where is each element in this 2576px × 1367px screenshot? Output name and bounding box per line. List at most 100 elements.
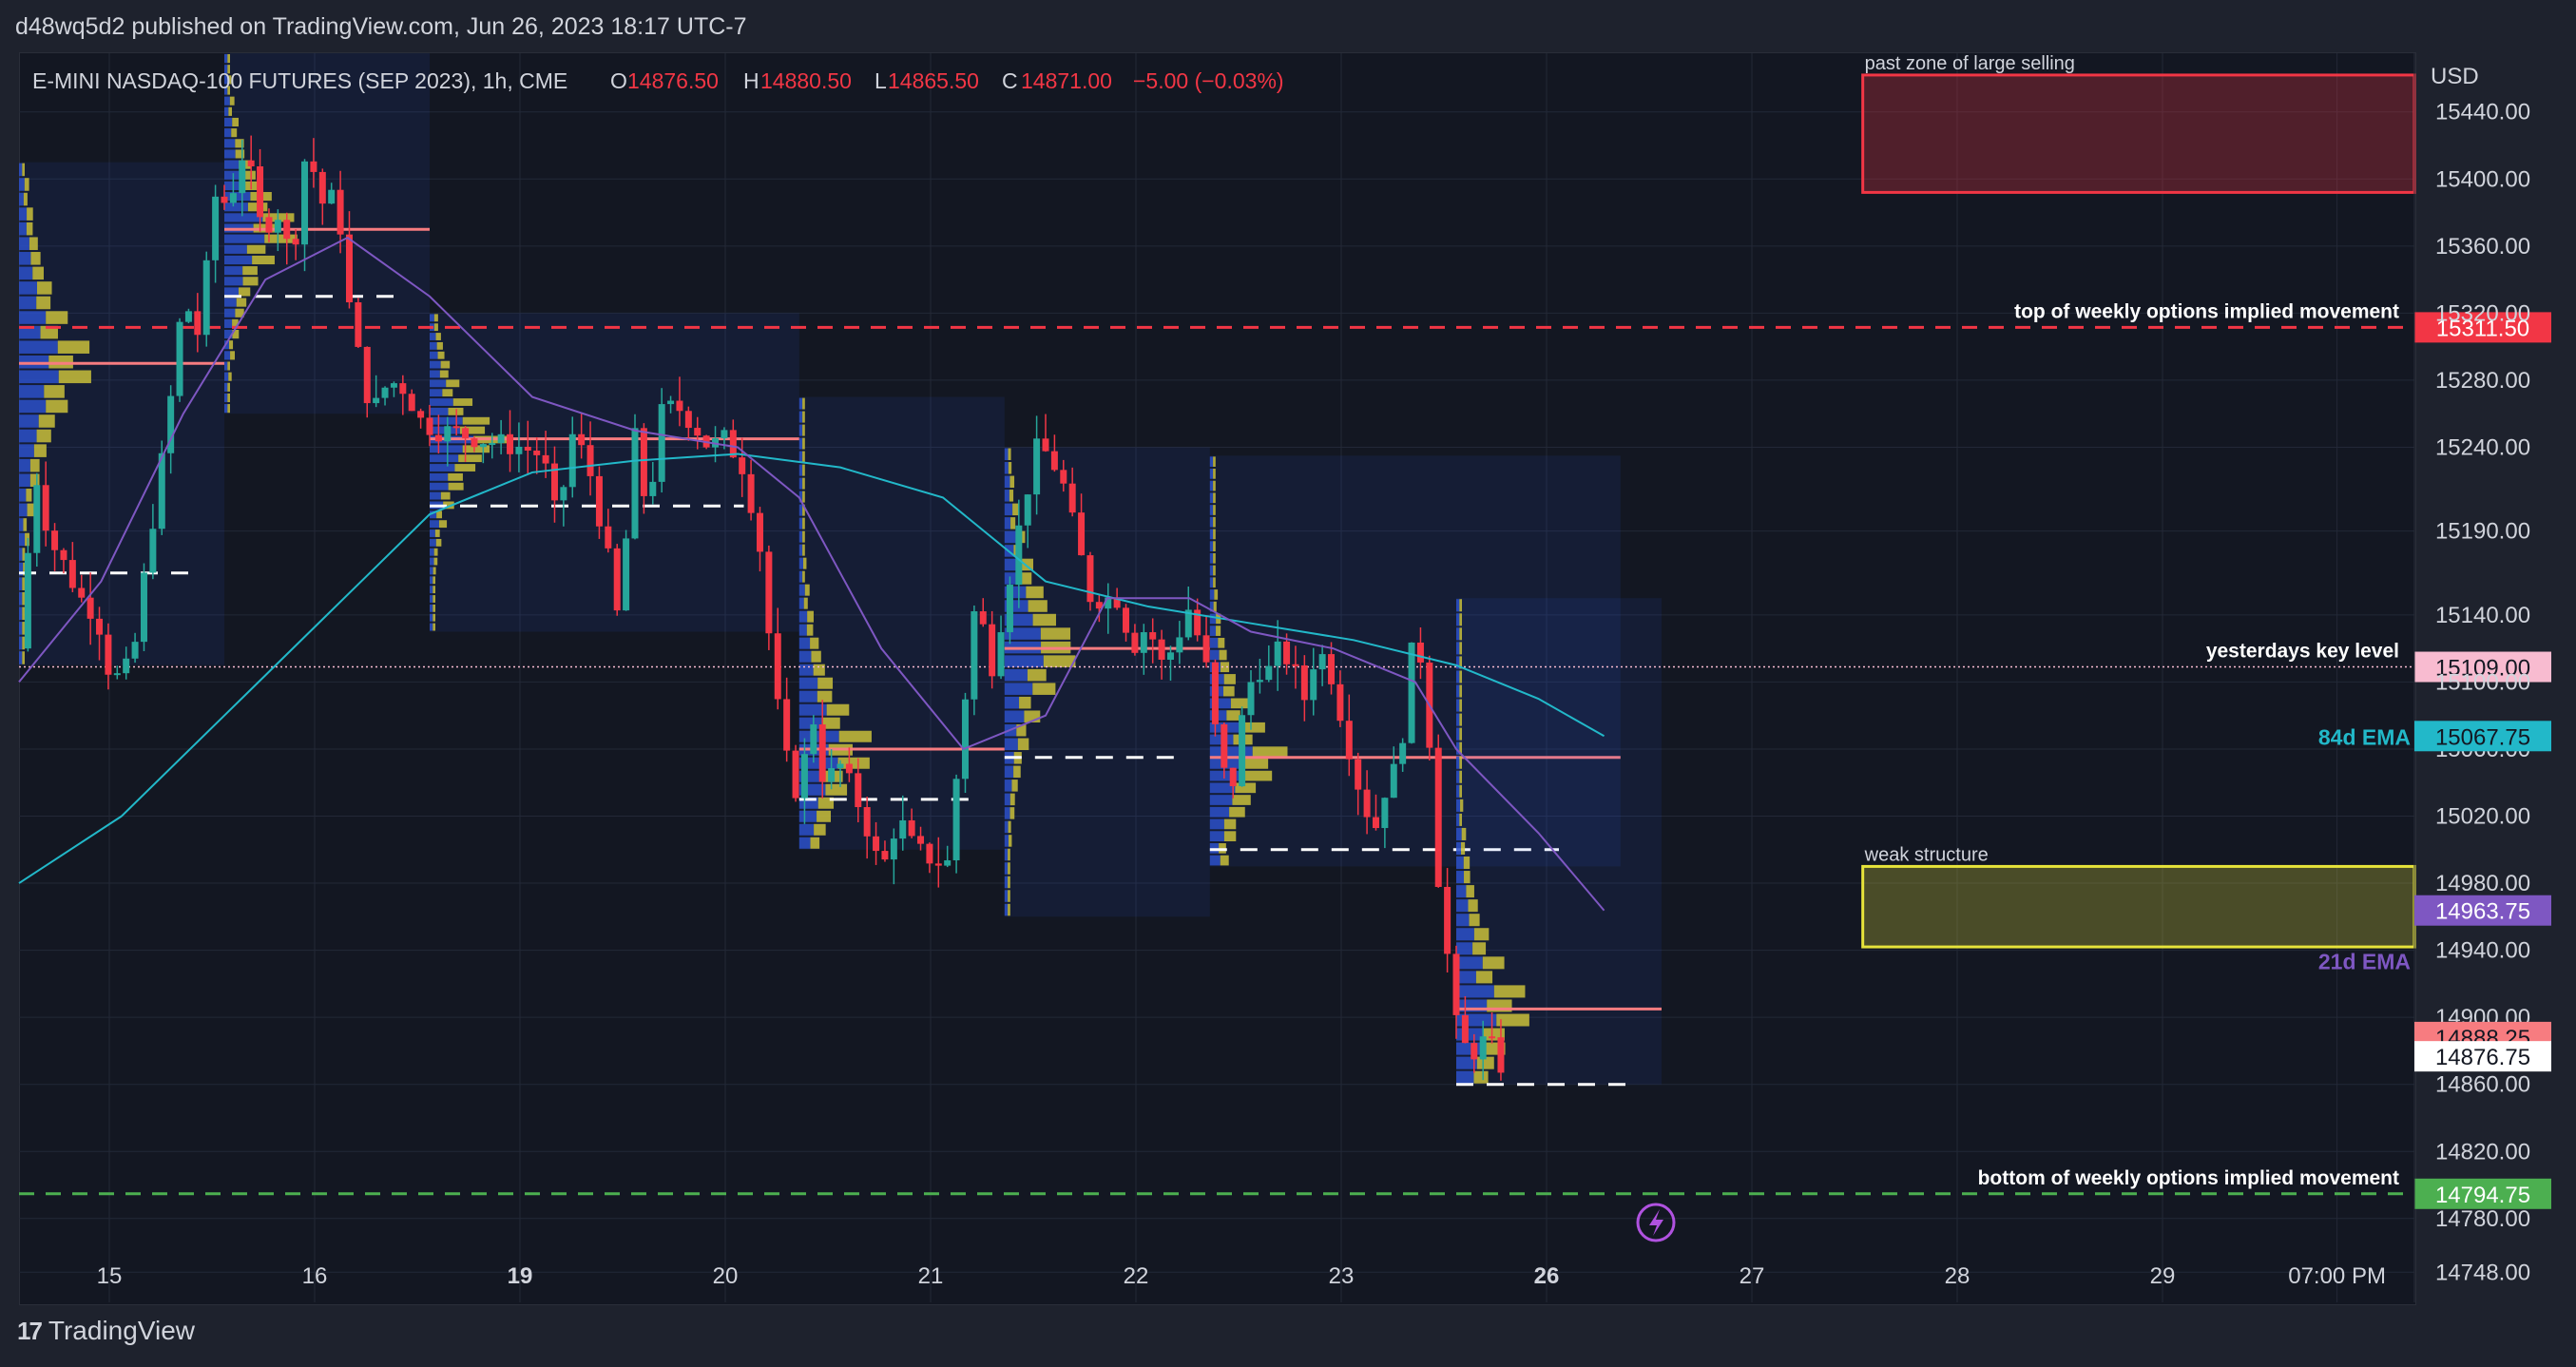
tradingview-brand-text: TradingView [48, 1316, 196, 1345]
profile-bar-down [1459, 741, 1462, 755]
price-tick-label: 14860.00 [2435, 1072, 2530, 1098]
profile-bar-down [803, 557, 807, 569]
open-value: 14876.50 [627, 68, 719, 93]
profile-bar-up [430, 360, 441, 369]
profile-bar-down [433, 314, 438, 322]
price-tag [2414, 895, 2551, 926]
profile-bar-down [241, 170, 256, 180]
profile-bar-up [1004, 503, 1013, 516]
candle-body [1068, 483, 1076, 513]
profile-bar-up [19, 489, 27, 502]
profile-bar-down [433, 548, 438, 556]
profile-bar-up [1209, 795, 1233, 805]
candle-body [863, 807, 871, 837]
profile-bar-up [19, 532, 26, 547]
level-price-text: 15311.50 [2436, 316, 2529, 341]
profile-bar-up [1004, 710, 1025, 722]
profile-bar-down [1230, 698, 1249, 709]
candle-body [452, 426, 460, 429]
level-caption: bottom of weekly options implied movemen… [1978, 1167, 2399, 1189]
profile-bar-down [433, 576, 435, 585]
profile-bar-down [227, 404, 230, 414]
candle-body [1452, 953, 1460, 1015]
profile-bar-down [802, 424, 805, 436]
time-tick-label: 19 [508, 1263, 533, 1289]
profile-bar-down [802, 437, 805, 450]
profile-bar-up [430, 604, 433, 612]
candle-body [1202, 635, 1210, 663]
candle-body [489, 443, 496, 446]
candle-body [765, 551, 773, 634]
profile-bar-up [224, 117, 233, 127]
profile-bar-up [224, 191, 251, 202]
profile-bar-up [19, 207, 28, 221]
profile-bar-down [802, 491, 805, 503]
candle-body [221, 196, 228, 203]
candle-body [810, 724, 817, 755]
profile-bar-up [19, 266, 33, 280]
candle-body [149, 529, 157, 573]
price-tick-label: 14748.00 [2435, 1260, 2530, 1285]
time-tick-label: 28 [1945, 1263, 1970, 1289]
profile-bar-down [1223, 818, 1237, 830]
profile-bar-up [798, 624, 807, 636]
candle-body [1399, 742, 1407, 764]
candle-body [105, 634, 112, 675]
profile-bar-down [1008, 820, 1011, 834]
candle-body [1229, 767, 1237, 787]
ema-caption: 84d EMA [2318, 724, 2411, 749]
candle-body [926, 843, 933, 864]
profile-bar-up [1209, 818, 1224, 830]
profile-bar-up [1456, 770, 1460, 783]
candle-body [997, 632, 1005, 677]
candle-body [1123, 607, 1130, 633]
profile-bar-up [1209, 831, 1224, 842]
profile-bar-up [1004, 627, 1041, 640]
candle-body [60, 549, 67, 561]
profile-bar-down [1213, 505, 1216, 515]
profile-bar-down [1008, 835, 1012, 847]
candle-body [595, 475, 603, 527]
profile-bar-down [1459, 684, 1462, 698]
profile-bar-down [825, 783, 848, 796]
profile-bar-up [798, 424, 803, 436]
level-price-tag [2414, 312, 2551, 343]
candle-body [1310, 669, 1317, 701]
candle-body [497, 433, 505, 444]
profile-bar-down [439, 370, 449, 378]
profile-bar-up [1456, 1056, 1477, 1069]
price-tick-label: 15280.00 [2435, 368, 2530, 394]
profile-bar-up [798, 530, 803, 543]
profile-bar-down [36, 429, 51, 443]
profile-bar-up [1209, 516, 1214, 528]
candle-body [426, 417, 433, 435]
candle-body [989, 624, 996, 677]
candle-body [408, 394, 415, 412]
session-box [19, 162, 224, 665]
lightning-icon[interactable] [1636, 1203, 1676, 1242]
candle-body [1408, 642, 1415, 743]
profile-bar-up [430, 586, 433, 594]
profile-bar-up [430, 576, 433, 585]
tradingview-logo[interactable]: 17 TradingView [17, 1316, 195, 1346]
candle-body [800, 754, 808, 799]
profile-bar-down [433, 595, 435, 603]
profile-bar-up [1209, 529, 1214, 540]
price-tick-label: 15400.00 [2435, 166, 2530, 192]
time-tick-label: 21 [918, 1263, 944, 1289]
candle-body [1158, 639, 1165, 660]
profile-bar-up [1004, 490, 1009, 502]
profile-bar-up [430, 351, 438, 359]
profile-bar-down [454, 464, 476, 472]
candle-body [1283, 641, 1291, 664]
profile-bar-up [1004, 765, 1014, 779]
profile-bar-up [19, 178, 25, 191]
candle-body [247, 160, 255, 166]
candle-body [890, 838, 897, 860]
profile-bar-down [802, 397, 805, 410]
profile-bar-up [224, 277, 243, 286]
zone-label: weak structure [1864, 844, 1989, 865]
ema-caption: 21d EMA [2318, 950, 2411, 974]
profile-bar-down [1220, 855, 1229, 866]
